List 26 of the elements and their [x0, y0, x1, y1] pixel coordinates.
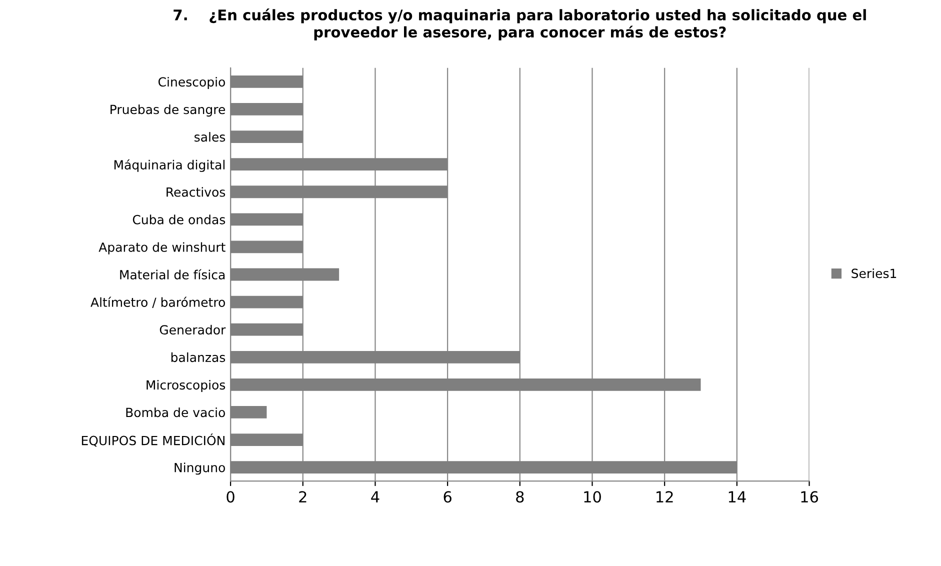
- y-tick-label: Aparato de winshurt: [98, 242, 226, 254]
- y-tick-label: Bomba de vacio: [126, 407, 225, 418]
- x-tick-label: 12: [656, 491, 673, 502]
- x-tick-label: 6: [444, 491, 452, 503]
- y-tick-label: Microscopios: [146, 380, 226, 392]
- y-tick-label: Cinescopio: [158, 76, 225, 90]
- y-tick-label: sales: [194, 132, 226, 142]
- y-tick-label: Ninguno: [174, 462, 225, 475]
- y-tick-label: Cuba de ondas: [132, 214, 226, 224]
- x-tick-label: 14: [728, 491, 746, 502]
- y-tick-label: Altímetro / barómetro: [90, 296, 226, 308]
- legend-label: Series1: [852, 268, 896, 278]
- y-tick-label: Generador: [160, 324, 226, 335]
- y-tick-label: Material de física: [120, 269, 225, 280]
- x-tick-label: 2: [299, 491, 306, 502]
- y-tick-label: Pruebas de sangre: [110, 104, 226, 117]
- x-tick-label: 0: [226, 491, 234, 503]
- x-tick-label: 10: [584, 491, 601, 503]
- y-tick-label: Máquinaria digital: [114, 159, 225, 172]
- y-tick-label: balanzas: [171, 352, 226, 362]
- y-tick-label: EQUIPOS DE MEDICIÓN: [82, 434, 224, 447]
- x-tick-label: 8: [516, 491, 524, 503]
- y-tick-label: Reactivos: [166, 187, 226, 197]
- chart-title: 7. ¿En cuáles productos y/o maquinaria para laboratorio usted ha solicitado que el proveedor le asesore, para conocer más de estos?: [174, 8, 866, 40]
- x-tick-label: 4: [371, 491, 380, 502]
- x-tick-label: 16: [801, 491, 818, 503]
